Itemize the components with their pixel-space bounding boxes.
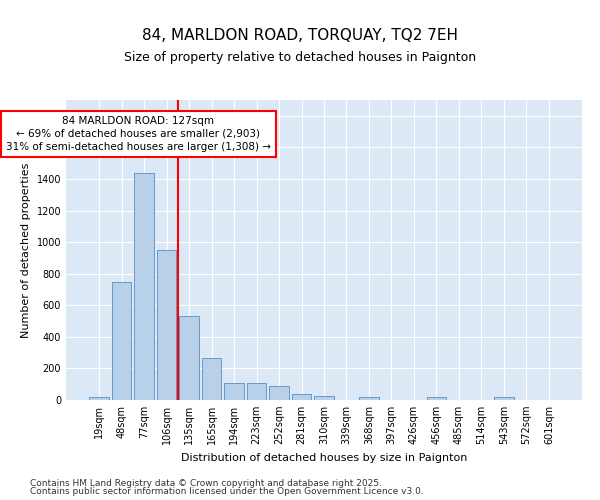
Bar bbox=[134, 173, 154, 400]
Bar bbox=[179, 316, 199, 400]
Bar bbox=[202, 358, 221, 400]
Y-axis label: Number of detached properties: Number of detached properties bbox=[21, 162, 31, 338]
Bar bbox=[314, 396, 334, 400]
Bar bbox=[224, 382, 244, 400]
Text: Contains HM Land Registry data © Crown copyright and database right 2025.: Contains HM Land Registry data © Crown c… bbox=[30, 478, 382, 488]
Bar bbox=[427, 397, 446, 400]
Bar bbox=[269, 386, 289, 400]
Text: 84 MARLDON ROAD: 127sqm
← 69% of detached houses are smaller (2,903)
31% of semi: 84 MARLDON ROAD: 127sqm ← 69% of detache… bbox=[6, 116, 271, 152]
Bar bbox=[247, 383, 266, 400]
Bar bbox=[112, 282, 131, 400]
Bar bbox=[359, 398, 379, 400]
Text: 84, MARLDON ROAD, TORQUAY, TQ2 7EH: 84, MARLDON ROAD, TORQUAY, TQ2 7EH bbox=[142, 28, 458, 42]
Bar bbox=[292, 394, 311, 400]
Bar bbox=[157, 250, 176, 400]
Bar bbox=[89, 396, 109, 400]
Bar bbox=[494, 398, 514, 400]
Text: Size of property relative to detached houses in Paignton: Size of property relative to detached ho… bbox=[124, 51, 476, 64]
Text: Contains public sector information licensed under the Open Government Licence v3: Contains public sector information licen… bbox=[30, 487, 424, 496]
X-axis label: Distribution of detached houses by size in Paignton: Distribution of detached houses by size … bbox=[181, 452, 467, 462]
